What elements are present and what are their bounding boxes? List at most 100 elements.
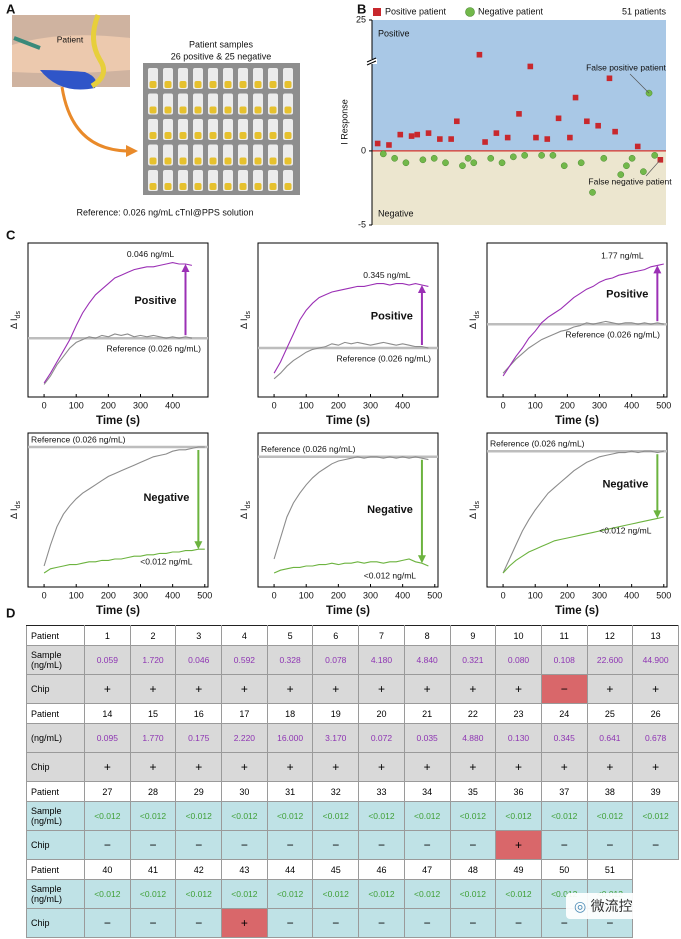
table-cell: <0.012 [358,801,405,831]
sample-fluid [164,157,172,165]
table-cell: 0.328 [266,645,314,675]
table-cell: − [84,830,131,860]
change-arrow-head [653,510,662,519]
x-tick-label: 300 [363,400,378,410]
table-cell: 28 [129,781,177,802]
data-point [617,171,625,178]
concentration-label: <0.012 ng/mL [599,526,651,536]
x-axis-label: Time (s) [555,415,599,427]
table-cell: <0.012 [540,801,588,831]
table-cell: <0.012 [221,801,268,831]
table-cell: <0.012 [129,879,177,909]
y-axis-label-sub: ds [15,311,22,319]
table-cell: 43 [221,859,268,880]
table-cell: 44.900 [632,645,679,675]
data-point [430,154,438,162]
table-cell: 0.678 [632,723,679,753]
table-row: Chip + + + + + + + + + + − + + [26,674,679,704]
data-point [527,63,534,70]
sample-fluid [254,183,262,190]
table-cell: 31 [266,781,314,802]
x-tick-label: 300 [592,400,607,410]
sample-fluid [224,157,232,165]
table-cell: <0.012 [221,879,268,909]
table-row: Patient 40 41 42 43 44 45 46 47 48 49 50 51 [26,859,679,880]
sample-fluid [209,106,217,114]
concentration-label: <0.012 ng/mL [364,570,416,580]
table-cell: − [129,830,177,860]
x-tick-label: 400 [165,590,180,600]
x-axis-label: Time (s) [555,605,599,617]
x-tick-label: 300 [592,590,607,600]
annotation: False positive patient [586,62,666,72]
table-cell: 10 [495,625,542,646]
table-row: Sample (ng/mL) <0.012 <0.012 <0.012 <0.012 <0… [26,801,679,831]
data-point [493,130,500,136]
patient-table: Patient 1 2 3 4 5 6 7 8 9 10 11 12 13 Sample (ng/mL) 0.… [26,625,679,938]
table-cell: 8 [403,625,451,646]
table-cell: 51 [586,859,634,880]
watermark-text: 微流控 [590,899,633,915]
table-row: Sample (ng/mL) <0.012 <0.012 <0.012 <0.012 <0… [26,879,679,909]
table-cell: 25 [586,703,634,724]
data-point [623,162,630,170]
sample-fluid [239,132,247,139]
axis-break [366,60,377,66]
sample-fluid [284,157,292,165]
data-point [509,153,517,161]
y-axis-label: Δ Ids [9,501,22,519]
data-point [470,159,478,167]
table-cell: − [221,830,268,860]
table-cell: 16 [175,703,223,724]
sample-fluid [239,106,247,114]
legend-marker [373,8,381,16]
reference-label: Reference (0.026 ng/mL) [566,329,661,339]
table-cell: − [540,830,588,860]
table-cell: Patient [26,625,85,646]
table-cell: Patient [26,859,85,880]
table-cell: − [403,830,451,860]
table-cell: 45 [312,859,360,880]
trace [273,341,429,380]
table-cell: <0.012 [84,801,131,831]
table-cell: 24 [540,703,588,724]
flow-arrow-head [126,145,138,157]
legend-label: Positive patient [385,6,447,16]
table-cell: <0.012 [312,879,360,909]
data-point [448,136,454,142]
x-tick-label: 100 [299,400,314,410]
table-cell: 6 [312,625,360,646]
y-axis-label-main: Δ I [468,508,478,519]
data-point [379,150,387,158]
table-cell: + [403,674,451,704]
table-cell [632,859,679,880]
x-tick-label: 500 [197,590,212,600]
sample-fluid [179,106,187,114]
plot-frame [486,432,668,588]
table-cell: 2.220 [221,723,268,753]
sample-fluid [224,183,232,190]
flow-arrow [60,86,129,153]
table-cell: 16.000 [266,723,314,753]
x-tick-label: 300 [133,590,148,600]
trace [43,446,205,567]
sample-fluid [269,106,277,114]
table-cell: + [84,674,131,704]
sample-fluid [149,81,157,88]
table-cell: 4 [221,625,268,646]
trace [273,283,429,374]
table-cell: − [312,830,360,860]
concentration-label: 1.77 ng/mL [601,250,644,260]
table-cell: 1 [84,625,131,646]
y-axis-label-sub: ds [15,501,22,509]
reference-label: Reference (0.026 ng/mL) [31,434,126,444]
sample-fluid [269,132,277,139]
table-cell: + [495,830,542,860]
sample-fluid [194,157,202,165]
data-point [504,134,511,141]
table-row: Chip + + + + + + + + + + + + + [26,752,679,782]
table-cell: + [495,752,542,782]
x-tick-label: 0 [501,400,506,410]
sample-fluid [239,81,247,88]
data-point [606,75,613,82]
